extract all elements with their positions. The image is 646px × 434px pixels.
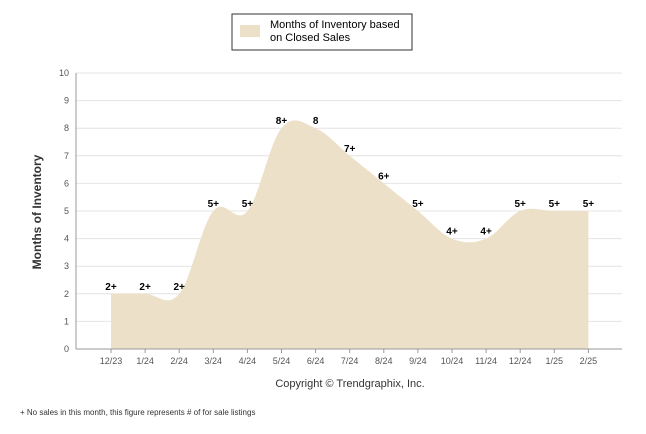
data-label: 6+	[378, 171, 390, 182]
legend-swatch	[240, 25, 260, 37]
data-label: 5+	[549, 199, 561, 210]
data-label: 2+	[139, 282, 151, 293]
y-tick-label: 2	[64, 289, 69, 299]
copyright-text: Copyright © Trendgraphix, Inc.	[275, 378, 424, 390]
y-tick-label: 9	[64, 96, 69, 106]
y-tick-label: 1	[64, 316, 69, 326]
area-series	[111, 120, 589, 350]
data-label: 2+	[105, 282, 117, 293]
data-label: 8	[313, 116, 319, 127]
footnote: + No sales in this month, this figure re…	[20, 408, 256, 417]
data-label: 4+	[480, 227, 492, 238]
x-tick-label: 10/24	[441, 356, 464, 366]
data-label: 5+	[583, 199, 595, 210]
x-tick-label: 12/23	[100, 356, 123, 366]
y-tick-label: 3	[64, 261, 69, 271]
y-tick-label: 5	[64, 206, 69, 216]
data-label: 5+	[242, 199, 254, 210]
x-tick-label: 3/24	[205, 356, 223, 366]
x-tick-label: 8/24	[375, 356, 393, 366]
data-label: 4+	[446, 227, 458, 238]
x-tick-label: 4/24	[239, 356, 257, 366]
x-tick-label: 7/24	[341, 356, 359, 366]
legend-text-line-2: on Closed Sales	[270, 32, 351, 44]
x-tick-label: 2/24	[170, 356, 188, 366]
x-tick-label: 1/25	[546, 356, 564, 366]
y-tick-label: 7	[64, 151, 69, 161]
x-tick-label: 12/24	[509, 356, 532, 366]
x-tick-label: 5/24	[273, 356, 291, 366]
x-tick-label: 9/24	[409, 356, 427, 366]
legend-text-line-1: Months of Inventory based	[270, 19, 400, 31]
data-label: 5+	[208, 199, 220, 210]
axes	[75, 73, 622, 350]
legend: Months of Inventory based on Closed Sale…	[231, 13, 413, 51]
y-tick-label: 8	[64, 123, 69, 133]
x-tick-label: 6/24	[307, 356, 325, 366]
y-tick-label: 6	[64, 178, 69, 188]
legend-box	[231, 13, 413, 51]
data-label: 8+	[276, 116, 288, 127]
y-tick-label: 10	[59, 68, 69, 78]
x-tick-label: 11/24	[475, 356, 497, 366]
y-axis-label: Months of Inventory	[30, 154, 44, 269]
x-tick-label: 2/25	[580, 356, 598, 366]
x-tick-label: 1/24	[136, 356, 154, 366]
x-axis-ticks: 12/23 1/24 2/24 3/24 4/24 5/24 6/24 7/24 8/24 9/2…	[100, 349, 597, 366]
data-label: 5+	[514, 199, 526, 210]
y-tick-label: 4	[64, 234, 69, 244]
y-axis-ticks: 0 1 2 3 4 5 6 7 8 9 10	[59, 68, 69, 354]
data-label: 2+	[173, 282, 185, 293]
data-labels: 2+ 2+ 2+ 5+ 5+ 8+ 8 7+ 6+ 5+ 4+ 4+ 5+ 5+ 5+	[105, 116, 594, 293]
y-tick-label: 0	[64, 344, 69, 354]
data-label: 7+	[344, 144, 356, 155]
data-label: 5+	[412, 199, 424, 210]
